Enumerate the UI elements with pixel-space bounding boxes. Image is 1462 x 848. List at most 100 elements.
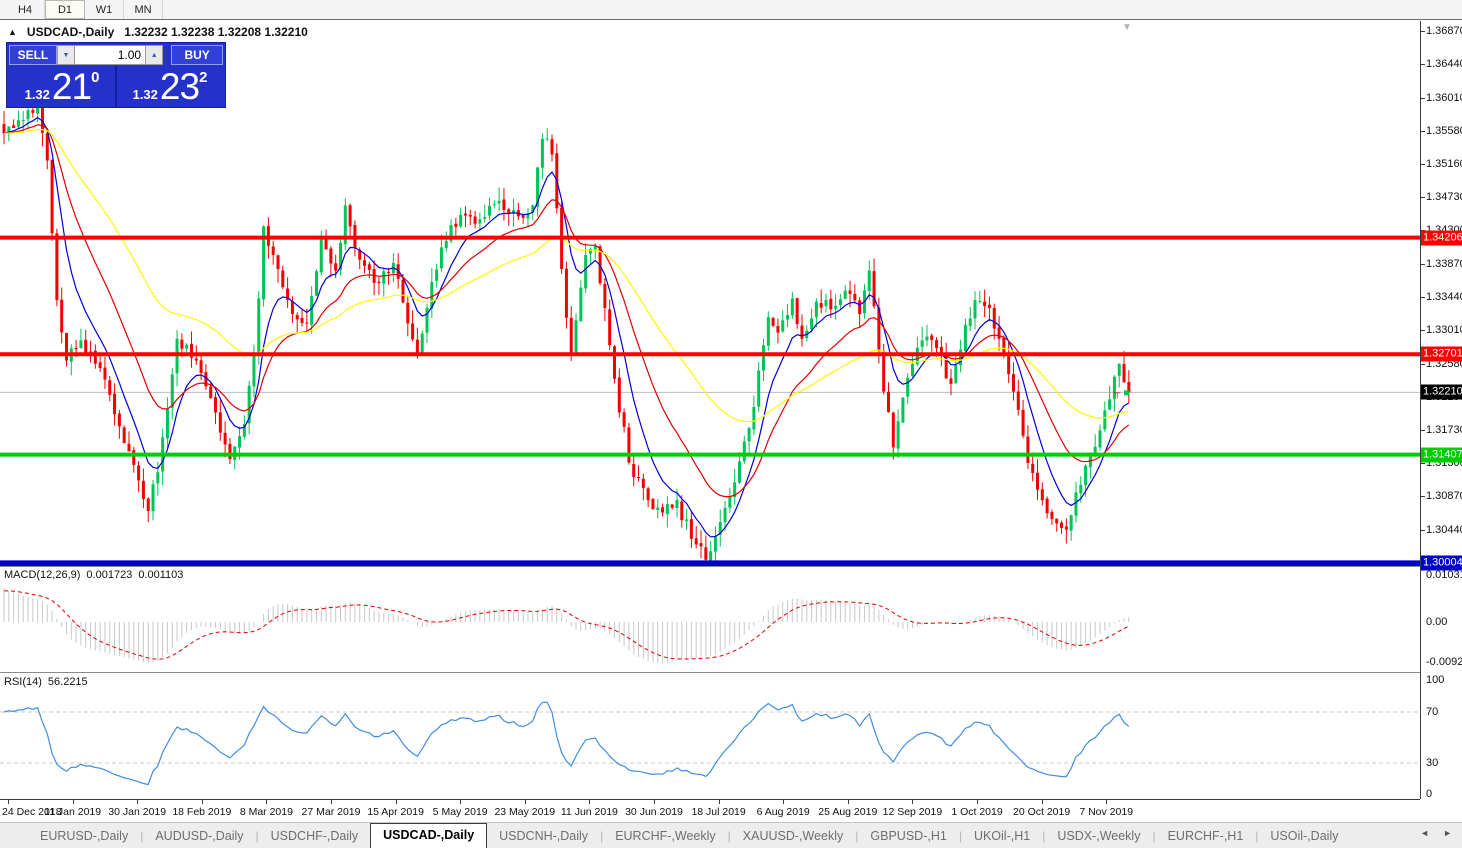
symbol-tab-ukoil[interactable]: UKOil-,H1 xyxy=(973,828,1031,843)
symbol-tab-usoil[interactable]: USOil-,Daily xyxy=(1270,828,1339,843)
tab-scroll-right-icon[interactable]: ► xyxy=(1443,828,1452,838)
macd-axis-label: 0.00 xyxy=(1426,616,1448,628)
date-tick-label: 11 Jan 2019 xyxy=(44,806,102,818)
date-tick-mark xyxy=(912,800,914,804)
price-tick-label: 1.36870 xyxy=(1426,25,1462,38)
chart-shift-marker-icon[interactable]: ▼ xyxy=(1122,22,1132,33)
trade-panel-divider xyxy=(115,66,117,108)
lot-spinner-up-icon[interactable]: ▲ xyxy=(145,45,164,65)
lot-size-input[interactable] xyxy=(75,45,146,65)
timeframe-button-h4[interactable]: H4 xyxy=(6,0,45,19)
sell-price-point-digit: 0 xyxy=(91,69,100,86)
symbol-tab-usdcad[interactable]: USDCAD-,Daily xyxy=(370,822,488,848)
current-price-badge: 1.32210 xyxy=(1421,384,1462,400)
price-axis[interactable]: 1.36870 1.36440 1.36010 1.35580 1.35160 … xyxy=(1420,21,1462,800)
date-tick-mark xyxy=(460,800,462,804)
chart-title: ▲ USDCAD-,Daily 1.32232 1.32238 1.32208 … xyxy=(8,25,308,39)
rsi-axis-label: 0 xyxy=(1426,788,1433,800)
date-tick-mark xyxy=(72,800,74,804)
price-tick-label: 1.33440 xyxy=(1426,291,1462,303)
date-tick-mark xyxy=(137,800,139,804)
price-tick-mark xyxy=(1421,263,1425,265)
price-tick-label: 1.31730 xyxy=(1426,423,1462,436)
price-tick-mark xyxy=(1421,330,1425,332)
sell-price-prefix: 1.32 xyxy=(24,87,50,102)
price-tick-label: 1.36440 xyxy=(1426,58,1462,71)
date-tick-label: 8 Mar 2019 xyxy=(239,806,293,818)
price-tick-mark xyxy=(1421,163,1425,165)
macd-canvas[interactable] xyxy=(0,567,1420,672)
buy-price-quote[interactable]: 1.32 23 2 xyxy=(117,66,223,108)
timeframe-button-w1[interactable]: W1 xyxy=(85,0,124,19)
date-tick-mark xyxy=(783,800,785,804)
tab-separator: | xyxy=(600,828,604,843)
chart-ohlc-quotes: 1.32232 1.32238 1.32208 1.32210 xyxy=(124,25,308,39)
symbol-tab-eurchf[interactable]: EURCHF-,H1 xyxy=(1167,828,1244,843)
buy-button[interactable]: BUY xyxy=(171,45,223,65)
price-tick-mark xyxy=(1421,31,1425,33)
pane-separator[interactable] xyxy=(0,566,1462,567)
symbol-tab-usdchf[interactable]: USDCHF-,Daily xyxy=(270,828,359,843)
symbol-tab-audusd[interactable]: AUDUSD-,Daily xyxy=(155,828,244,843)
timeframe-button-d1[interactable]: D1 xyxy=(45,0,85,19)
price-tick-mark xyxy=(1421,131,1425,133)
timeframe-button-mn[interactable]: MN xyxy=(124,0,163,19)
date-tick-mark xyxy=(718,800,720,804)
symbol-tab-usdx[interactable]: USDX-,Weekly xyxy=(1057,828,1141,843)
main-chart-pane[interactable]: ┬ xyxy=(0,21,1420,566)
tab-scroll-left-icon[interactable]: ◄ xyxy=(1420,828,1430,838)
sell-button[interactable]: SELL xyxy=(9,45,57,65)
price-tick-mark xyxy=(1421,496,1425,498)
symbol-tab-eurchf[interactable]: EURCHF-,Weekly xyxy=(615,828,716,843)
rsi-value: 56.2215 xyxy=(47,676,88,688)
price-tick-label: 1.30440 xyxy=(1426,523,1462,536)
main-chart-canvas[interactable]: ┬ xyxy=(0,21,1420,566)
price-tick-mark xyxy=(1421,297,1425,298)
macd-pane[interactable]: MACD(12,26,9) 0.001723 0.001103 xyxy=(0,567,1420,672)
symbol-tab-usdcnh[interactable]: USDCNH-,Daily xyxy=(499,828,589,843)
date-tick-label: 6 Aug 2019 xyxy=(756,806,810,818)
price-tick-mark xyxy=(1421,363,1425,365)
symbol-tab-eurusd[interactable]: EURUSD-,Daily xyxy=(40,828,129,843)
date-tick-label: 20 Oct 2019 xyxy=(1012,806,1071,818)
pane-separator[interactable] xyxy=(0,672,1462,673)
macd-signal-value: 0.001103 xyxy=(138,569,184,581)
tab-separator: | xyxy=(958,828,962,843)
tab-separator: | xyxy=(140,828,144,843)
sell-price-quote[interactable]: 1.32 21 0 xyxy=(9,66,115,108)
date-tick-label: 30 Jun 2019 xyxy=(625,806,683,818)
tab-separator: | xyxy=(1042,828,1046,843)
date-axis[interactable]: 24 Dec 2018 11 Jan 2019 30 Jan 2019 18 F… xyxy=(0,799,1420,823)
date-tick-label: 7 Nov 2019 xyxy=(1079,806,1134,818)
macd-axis-label: -0.009203 xyxy=(1426,656,1462,668)
macd-axis-label: 0.010311 xyxy=(1426,569,1462,581)
date-tick-label: 27 Mar 2019 xyxy=(301,806,361,818)
date-tick-label: 5 May 2019 xyxy=(432,806,488,818)
date-tick-label: 30 Jan 2019 xyxy=(108,806,167,818)
rsi-label: RSI(14) 56.2215 xyxy=(4,676,88,688)
price-tick-mark xyxy=(1421,529,1425,531)
lot-spinner-down-icon[interactable]: ▼ xyxy=(56,45,76,65)
rsi-pane[interactable]: RSI(14) 56.2215 xyxy=(0,674,1420,799)
date-tick-mark xyxy=(1106,800,1108,804)
date-tick-mark xyxy=(589,800,591,804)
price-tick-mark xyxy=(1421,97,1425,99)
symbol-tab-xauusd[interactable]: XAUUSD-,Weekly xyxy=(742,828,844,843)
collapse-triangle-icon[interactable]: ▲ xyxy=(8,27,17,37)
date-tick-mark xyxy=(977,800,978,804)
hline-price-badge: 1.31407 xyxy=(1421,447,1462,463)
tab-separator: | xyxy=(1255,828,1259,843)
price-tick-mark xyxy=(1421,64,1425,66)
price-tick-mark xyxy=(1421,429,1425,431)
price-tick-label: 1.30870 xyxy=(1426,490,1462,503)
chart-symbol-label: USDCAD-,Daily xyxy=(26,25,115,39)
date-tick-mark xyxy=(201,800,203,804)
symbol-tab-gbpusd[interactable]: GBPUSD-,H1 xyxy=(870,828,947,843)
date-tick-mark xyxy=(395,800,397,804)
sell-price-big-digits: 21 xyxy=(51,66,92,107)
date-tick-label: 12 Sep 2019 xyxy=(882,806,943,818)
buy-price-point-digit: 2 xyxy=(199,69,208,86)
hline-price-badge: 1.34206 xyxy=(1421,230,1462,246)
date-tick-label: 18 Feb 2019 xyxy=(172,806,232,818)
rsi-canvas[interactable] xyxy=(0,674,1420,799)
